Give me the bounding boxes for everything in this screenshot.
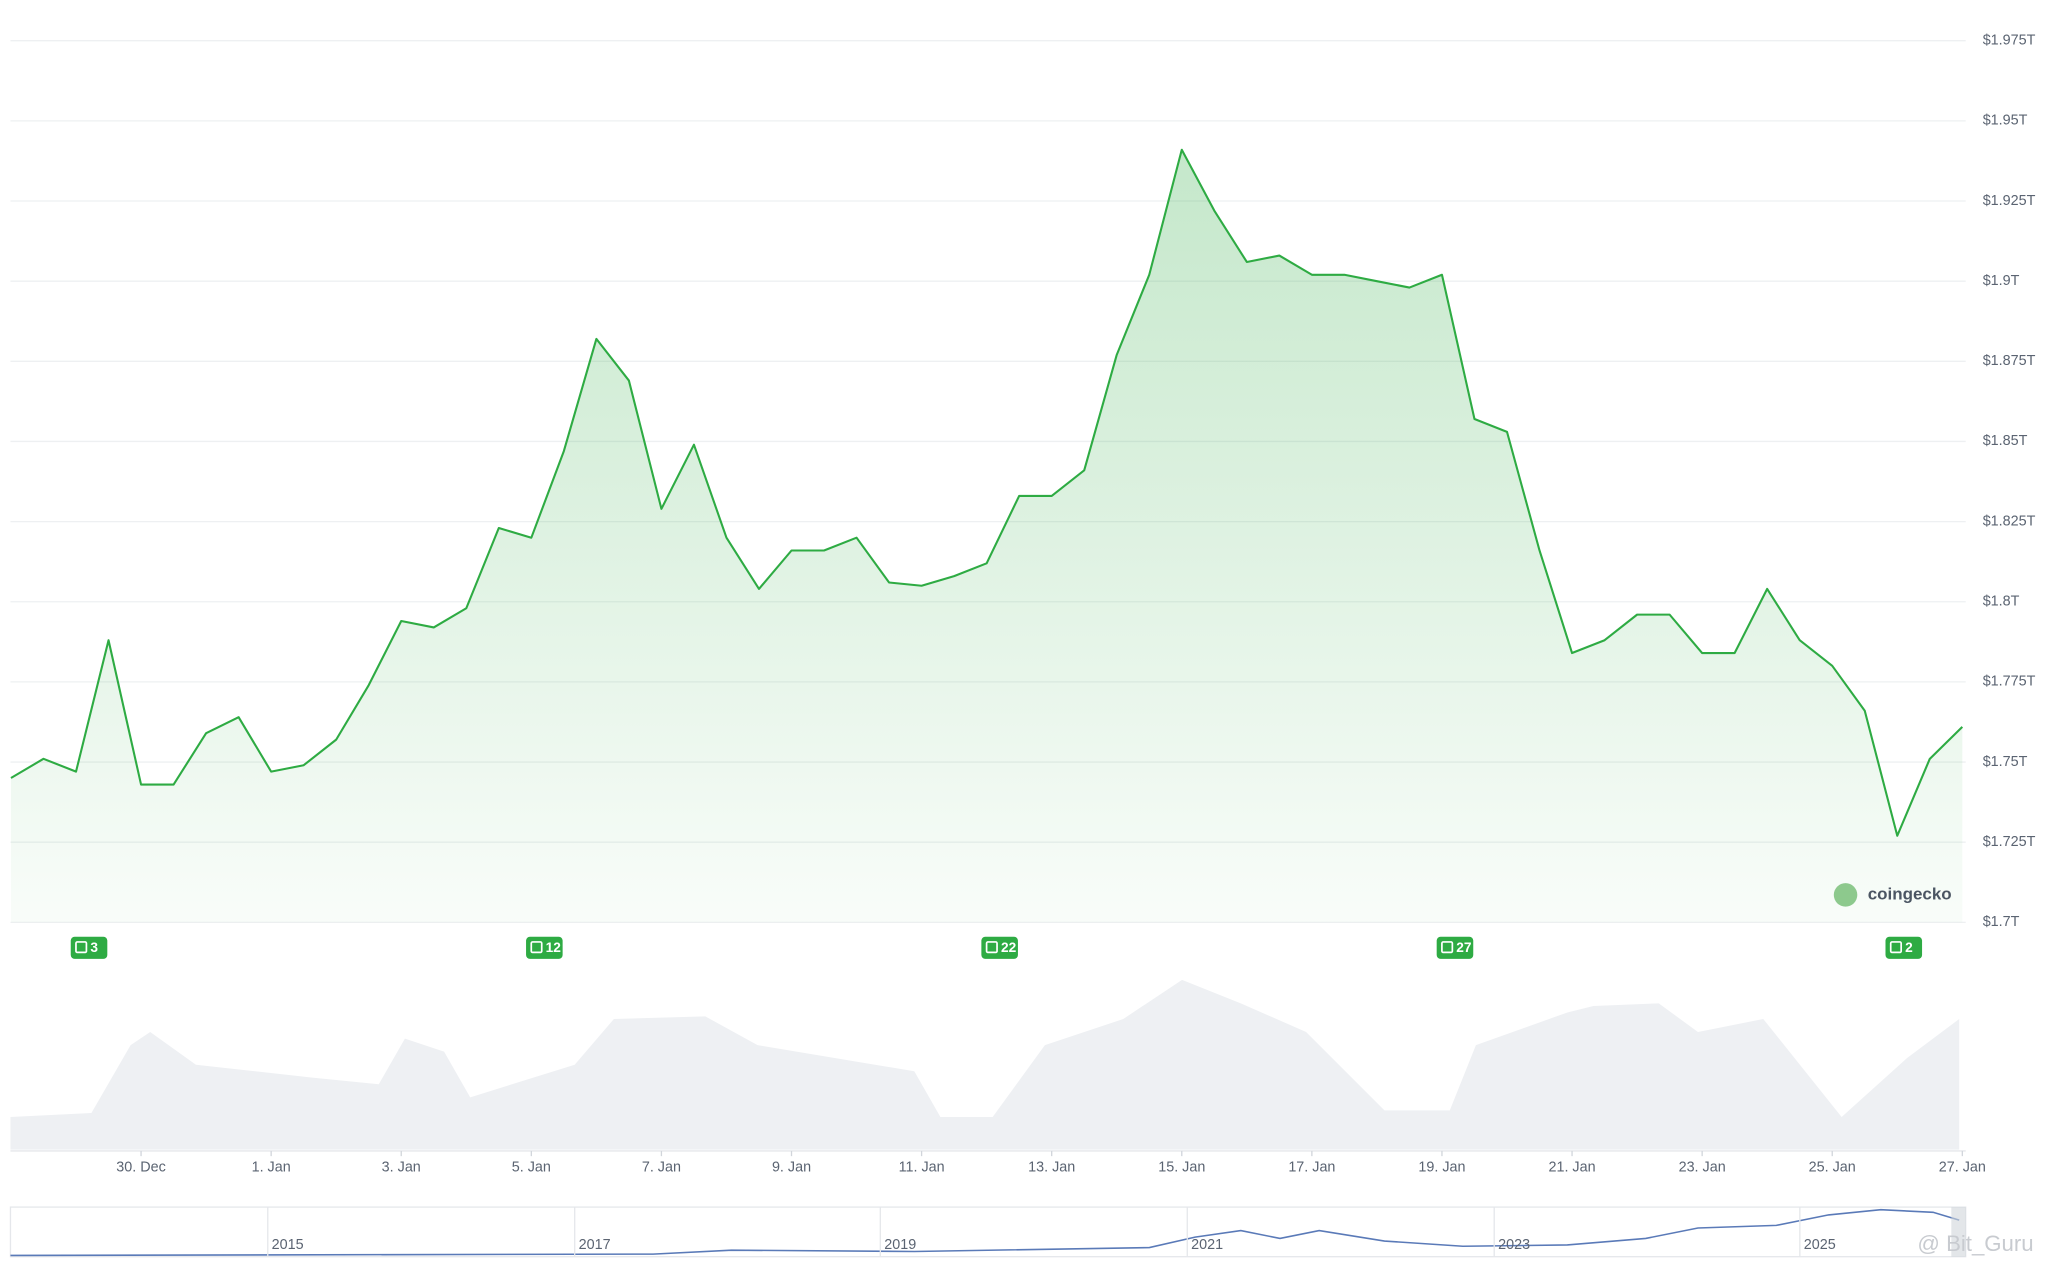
navigator-year: 2015	[272, 1237, 304, 1253]
navigator-line	[10, 1208, 1960, 1257]
watermark: @ Bit_Guru	[1917, 1231, 2033, 1256]
badge-count: 3	[90, 940, 98, 955]
badge-icon	[75, 941, 88, 954]
news-badge[interactable]: 3	[70, 936, 108, 959]
x-tick-label: 25. Jan	[1809, 1160, 1856, 1176]
y-tick-label: $1.825T	[1983, 513, 2036, 529]
x-tick-label: 5. Jan	[512, 1160, 551, 1176]
navigator-year: 2025	[1804, 1237, 1836, 1253]
logo-icon	[1833, 883, 1858, 907]
navigator-year: 2017	[579, 1237, 611, 1253]
news-badge[interactable]: 22	[981, 936, 1018, 959]
x-tick-label: 3. Jan	[382, 1160, 421, 1176]
plot-area	[10, 148, 1964, 923]
y-tick-label: $1.775T	[1983, 674, 2036, 690]
y-tick-label: $1.875T	[1983, 353, 2036, 369]
navigator-handle[interactable]	[1951, 1207, 1966, 1257]
badge-count: 22	[1001, 940, 1017, 955]
y-tick-label: $1.7T	[1983, 914, 2020, 930]
x-tick-label: 11. Jan	[899, 1160, 945, 1176]
navigator-year: 2023	[1498, 1237, 1530, 1253]
x-tick-label: 30. Dec	[116, 1160, 166, 1176]
volume-area	[10, 979, 1960, 1150]
x-tick-label: 9. Jan	[772, 1160, 811, 1176]
badge-icon	[985, 941, 998, 954]
x-tick-label: 7. Jan	[642, 1160, 681, 1176]
x-tick-label: 15. Jan	[1158, 1160, 1205, 1176]
y-tick-label: $1.8T	[1983, 594, 2020, 610]
news-badge[interactable]: 2	[1885, 936, 1923, 959]
x-tick-label: 23. Jan	[1679, 1160, 1726, 1176]
x-tick-label: 17. Jan	[1288, 1160, 1335, 1176]
x-tick-label: 13. Jan	[1028, 1160, 1075, 1176]
y-tick-label: $1.9T	[1983, 273, 2020, 289]
x-tick-label: 19. Jan	[1418, 1160, 1465, 1176]
x-tick-label: 21. Jan	[1548, 1160, 1595, 1176]
news-badge[interactable]: 27	[1436, 936, 1474, 959]
badge-count: 2	[1905, 940, 1913, 955]
badge-icon	[530, 941, 543, 954]
y-tick-label: $1.725T	[1983, 834, 2036, 850]
badge-count: 12	[546, 940, 562, 955]
navigator	[9, 1206, 1967, 1258]
area	[10, 149, 1963, 923]
y-tick-label: $1.925T	[1983, 193, 2036, 209]
navigator-year: 2019	[884, 1237, 916, 1253]
y-tick-label: $1.85T	[1983, 433, 2028, 449]
y-tick-label: $1.975T	[1983, 33, 2036, 49]
logo: coingecko	[1868, 884, 1952, 903]
y-tick-label: $1.95T	[1983, 113, 2028, 129]
line	[10, 148, 1964, 837]
x-tick-label: 1. Jan	[252, 1160, 291, 1176]
badge-icon	[1889, 941, 1903, 954]
badge-icon	[1441, 941, 1454, 954]
y-tick-label: $1.75T	[1983, 754, 2028, 770]
news-badge[interactable]: 12	[526, 936, 563, 959]
navigator-frame	[9, 1206, 1967, 1258]
badge-count: 27	[1456, 940, 1472, 955]
x-tick-label: 27. Jan	[1939, 1160, 1986, 1176]
navigator-year: 2021	[1191, 1237, 1223, 1253]
